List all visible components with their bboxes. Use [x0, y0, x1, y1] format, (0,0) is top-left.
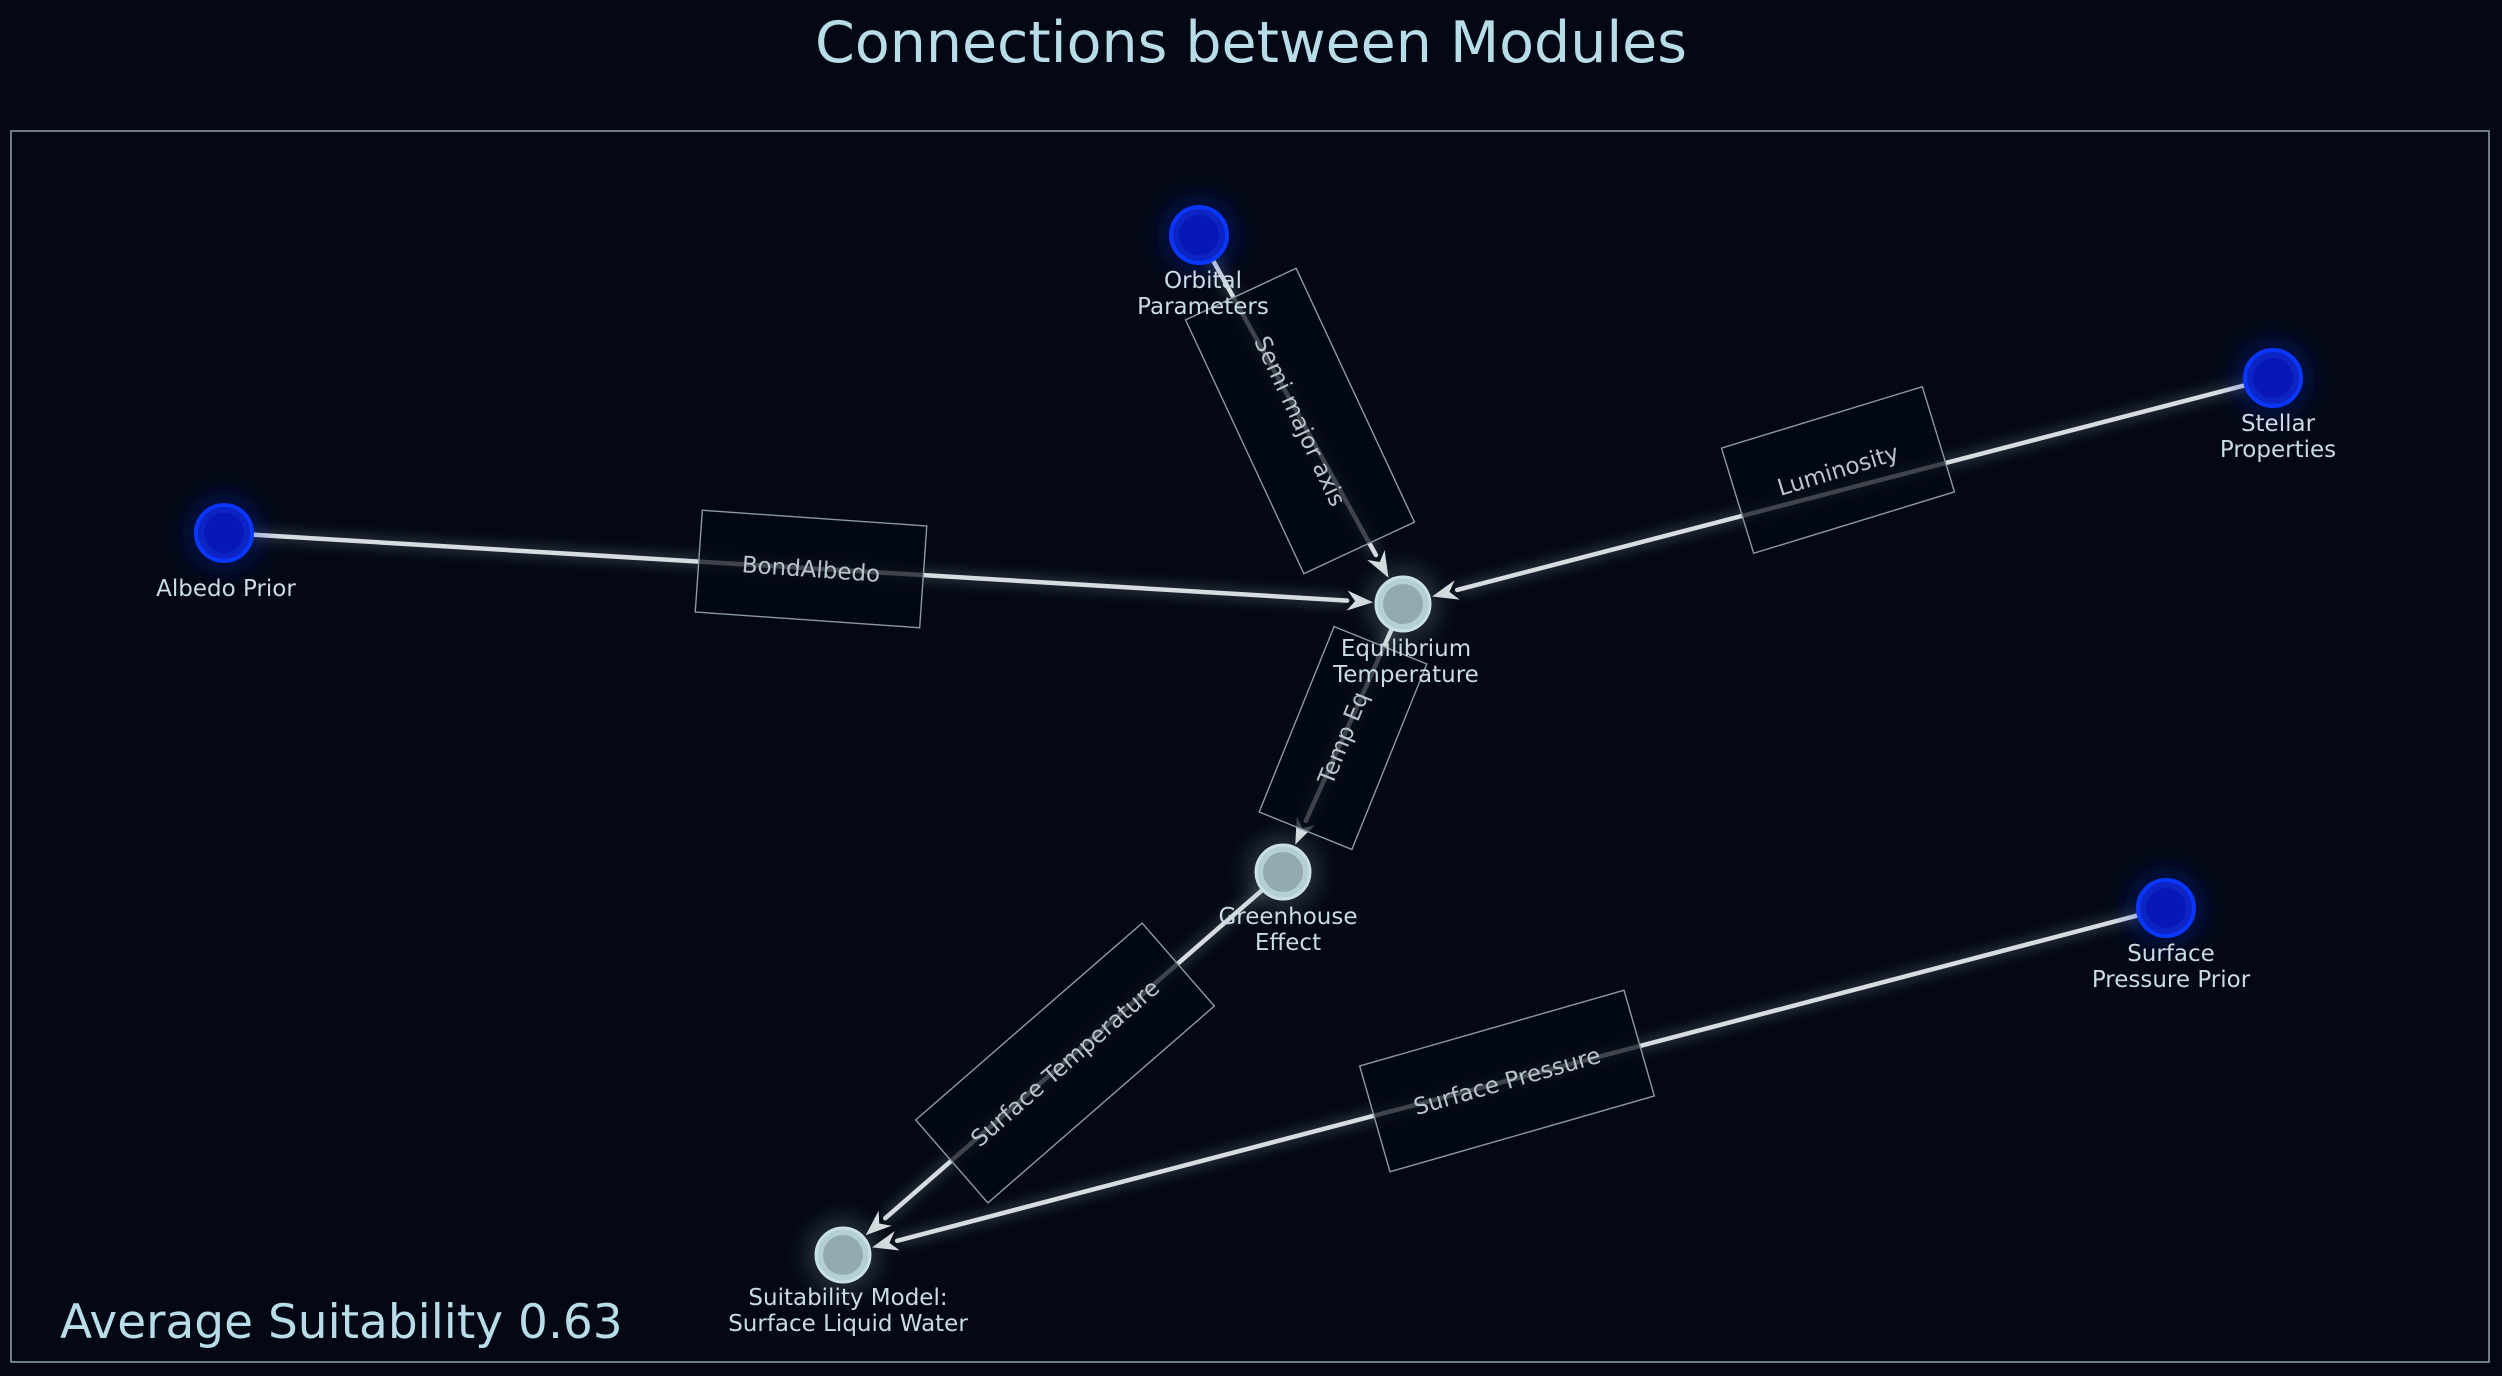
node-label: Orbital [1164, 268, 1242, 294]
node-label: Parameters [1137, 294, 1269, 320]
node-core [204, 513, 244, 553]
diagram-frame [10, 130, 2490, 1363]
node-label: Temperature [1332, 662, 1479, 688]
node-label: Equilibrium [1341, 636, 1471, 662]
edge-stellar-to-eqtemp: Luminosity [1432, 372, 2276, 600]
node-label: Stellar [2241, 411, 2316, 437]
node-label: Surface Liquid Water [728, 1311, 968, 1337]
node-label: Albedo Prior [156, 576, 296, 602]
node-label: Surface [2127, 941, 2215, 967]
edge-pressure-to-suitability: Surface Pressure [872, 902, 2169, 1251]
edge-label-frame [1358, 989, 1656, 1173]
node-core [2146, 888, 2186, 928]
edge-label-box: Temp Eq [1258, 625, 1428, 851]
node-albedo: Albedo Prior [156, 491, 296, 602]
edge-label-box: Surface Pressure [1358, 989, 1656, 1173]
node-label: Suitability Model: [748, 1285, 947, 1311]
edge-label-box: Surface Temperature [914, 922, 1216, 1204]
edge-label-frame [1184, 267, 1416, 575]
node-core [823, 1235, 863, 1275]
node-core [2253, 358, 2293, 398]
average-suitability-label: Average Suitability 0.63 [60, 1295, 623, 1350]
node-core [1263, 852, 1303, 892]
edge-label-frame [1258, 625, 1428, 851]
node-label: Properties [2220, 437, 2336, 463]
node-core [1383, 584, 1423, 624]
edge-label-box: Luminosity [1720, 385, 1956, 555]
edge-orbital-to-eqtemp: Semi major axis [1184, 232, 1416, 578]
edge-arrowhead [1346, 590, 1374, 611]
edge-label-frame [694, 509, 928, 629]
edge-label-frame [1720, 385, 1956, 555]
node-label: Pressure Prior [2092, 967, 2251, 993]
node-suitability: Suitability Model:Surface Liquid Water [728, 1215, 968, 1337]
node-label: Effect [1255, 930, 1321, 956]
edge-label-box: Semi major axis [1184, 267, 1416, 575]
edge-label-box: BondAlbedo [694, 509, 928, 629]
node-core [1179, 215, 1219, 255]
edge-label-frame [914, 922, 1216, 1204]
edge-albedo-to-eqtemp: BondAlbedo [221, 509, 1374, 629]
node-label: Greenhouse [1218, 904, 1357, 930]
diagram-title: Connections between Modules [815, 10, 1687, 76]
edges-layer: BondAlbedo Semi major axis Luminosity Temp … [221, 232, 2276, 1251]
